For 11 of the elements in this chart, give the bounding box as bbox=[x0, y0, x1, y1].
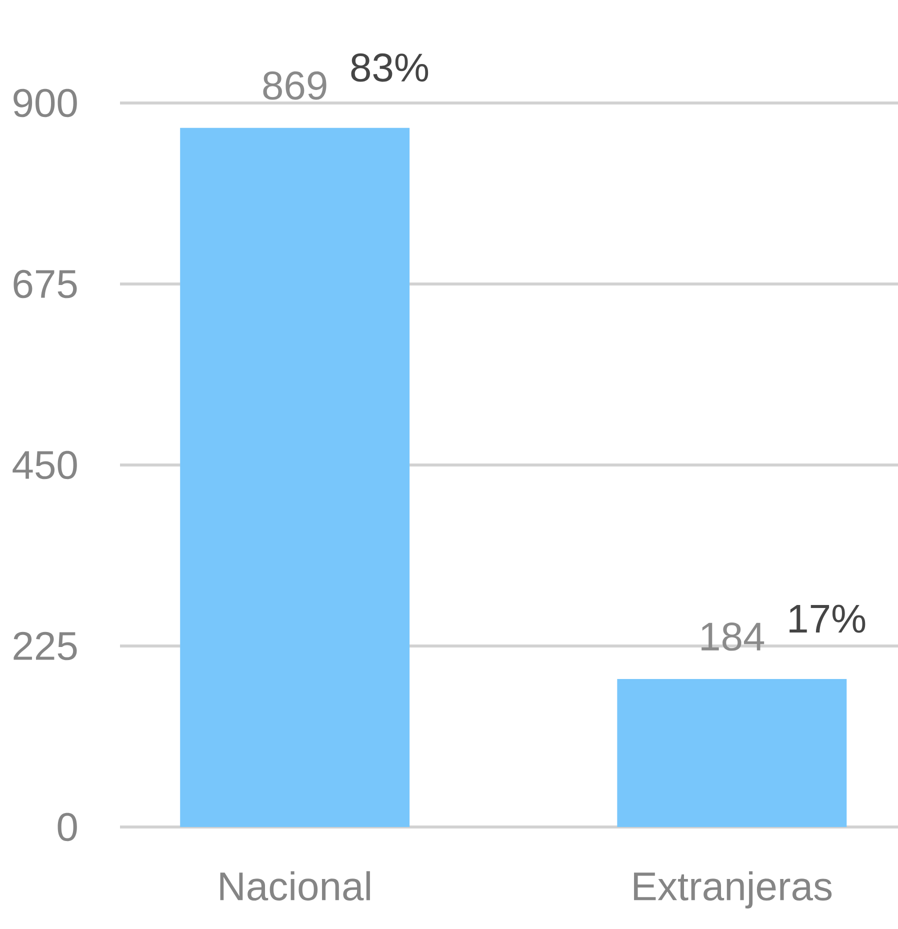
data-label: 184 bbox=[702, 622, 764, 651]
data-label: 869 bbox=[263, 71, 326, 100]
x-tick-label: Nacional bbox=[220, 871, 370, 901]
annotation: 17% bbox=[790, 604, 866, 633]
y-tick-label: 450 bbox=[12, 450, 77, 480]
x-tick-label: Extranjeras bbox=[634, 871, 832, 908]
y-tick-label: 0 bbox=[58, 812, 77, 842]
y-tick-label: 900 bbox=[14, 88, 77, 118]
annotation: 83% bbox=[351, 53, 428, 82]
y-tick-label: 225 bbox=[14, 632, 77, 660]
y-tick-label: 675 bbox=[14, 270, 77, 298]
